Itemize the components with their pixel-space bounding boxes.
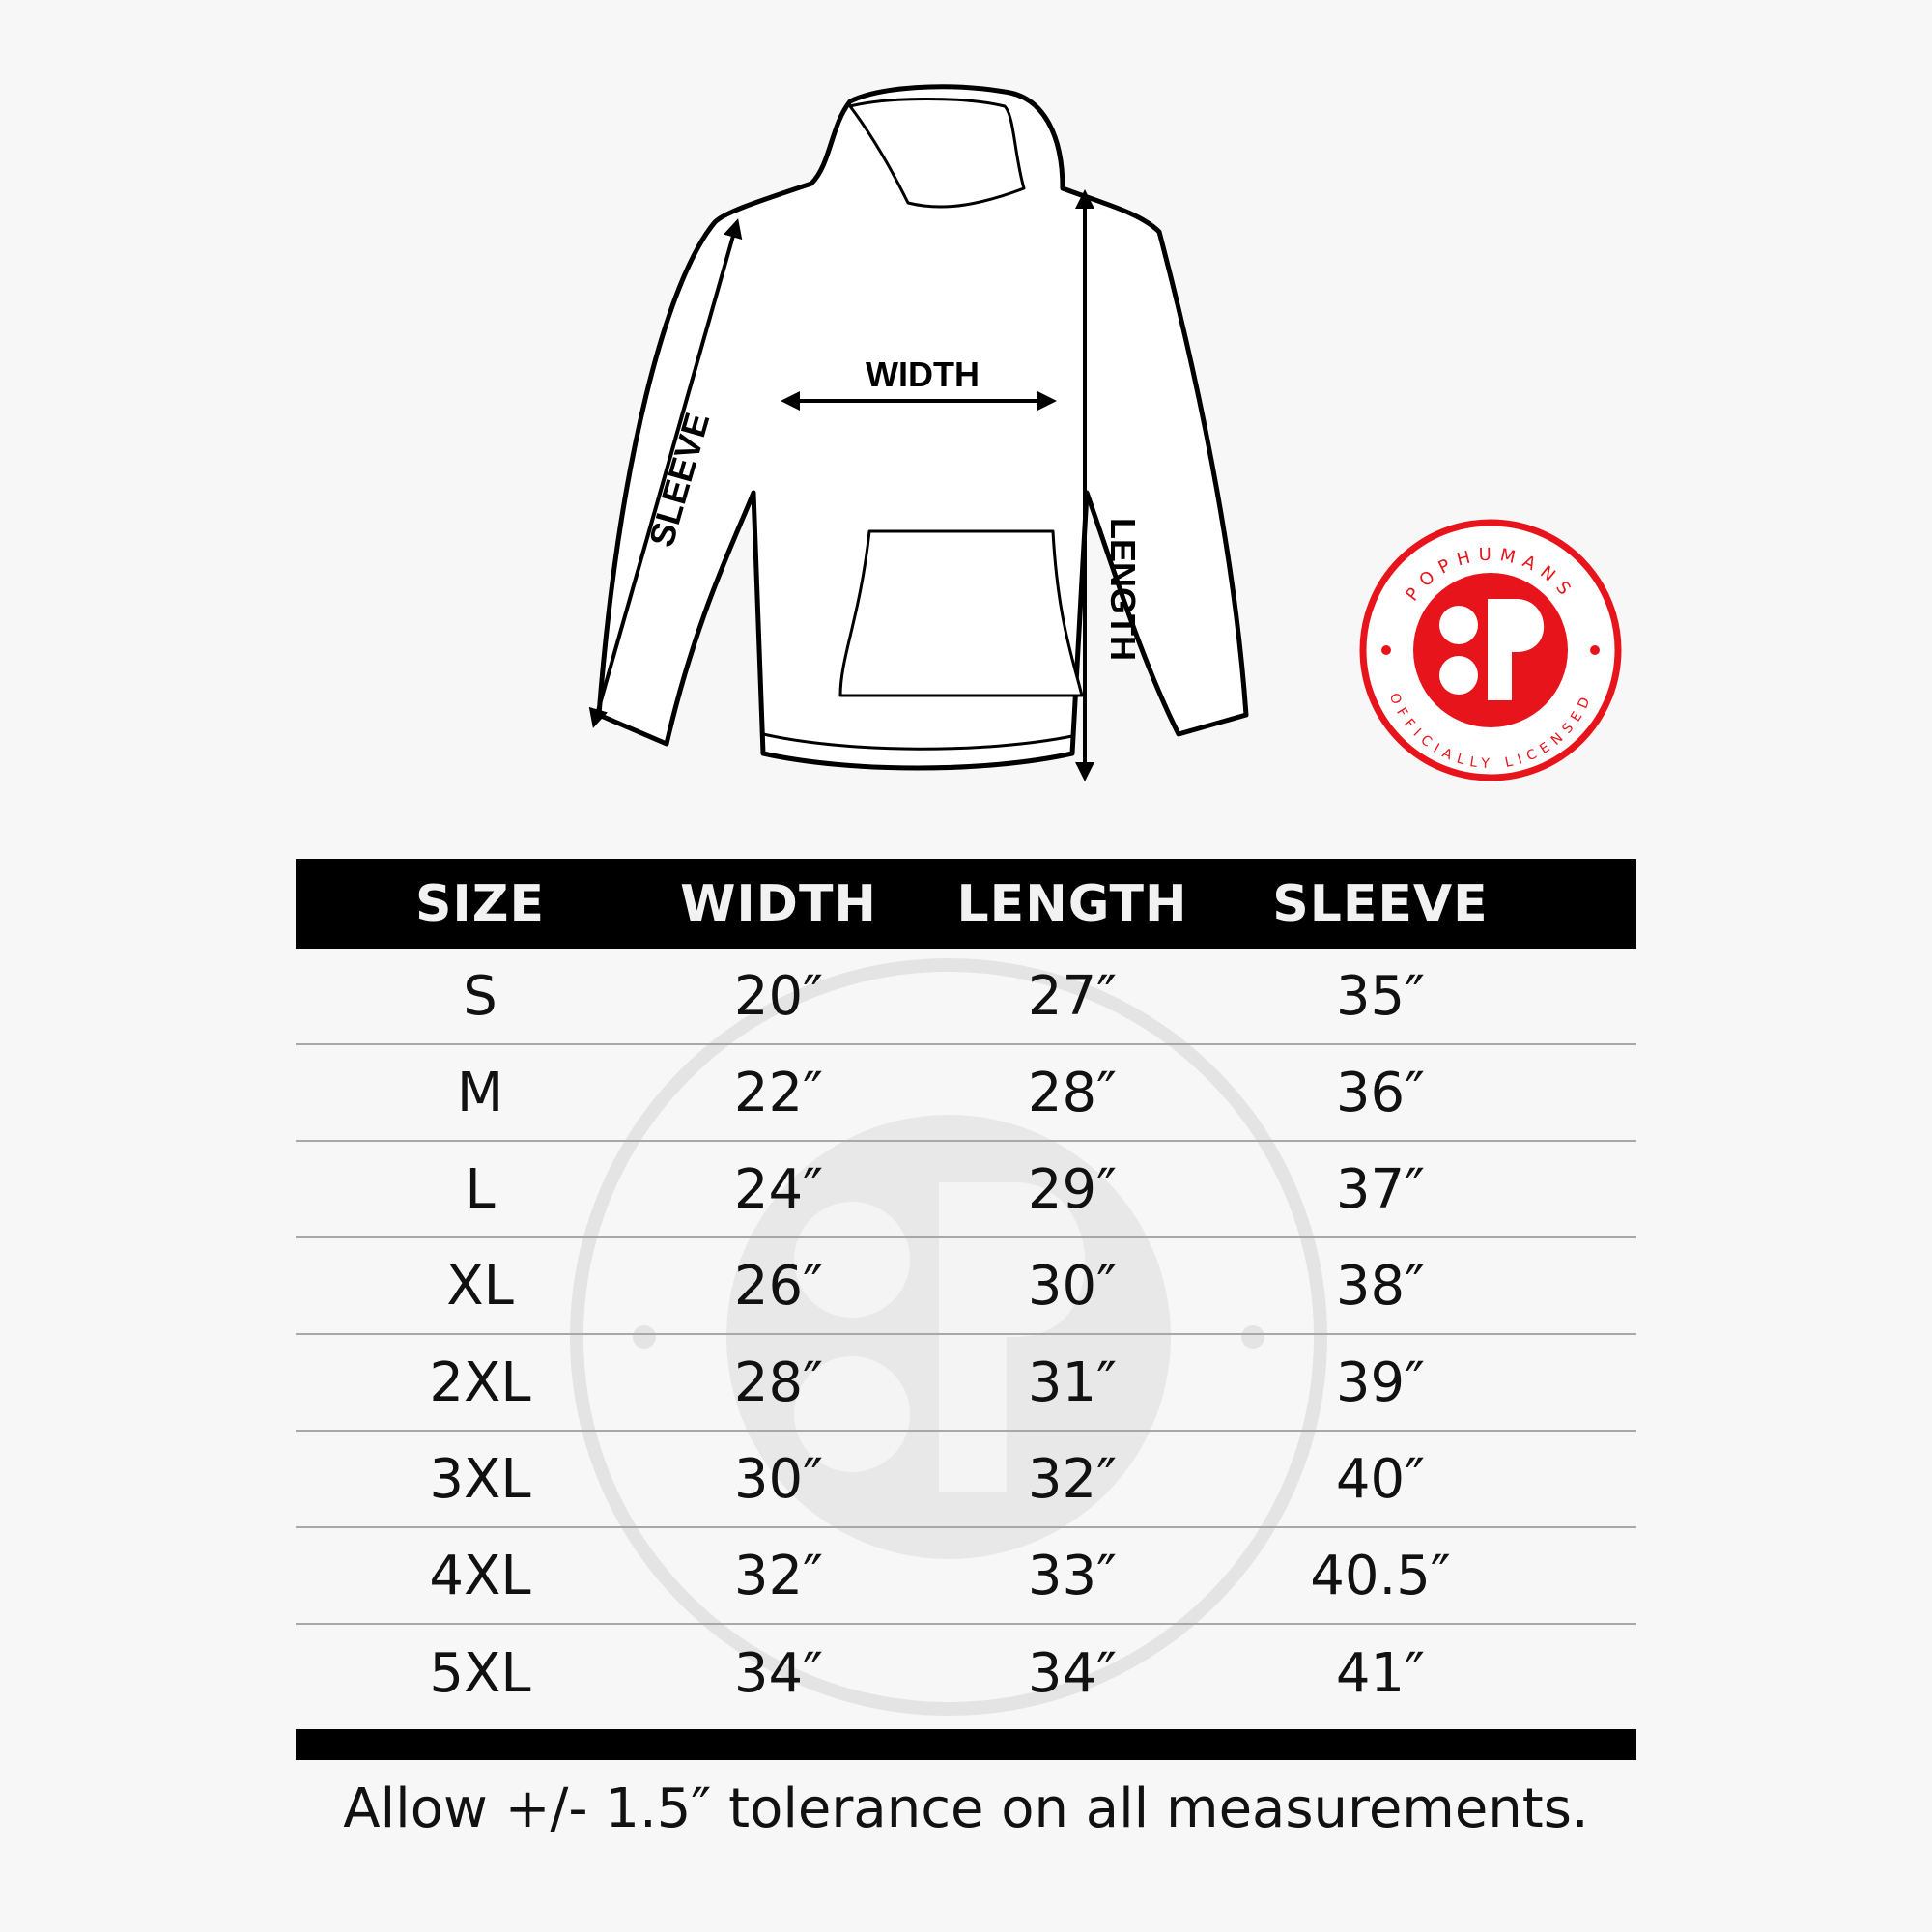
cell-size: 4XL (429, 1544, 531, 1607)
size-chart-table: SIZE WIDTH LENGTH SLEEVE S 20″ 27″ 35″ M 22″ 2… (296, 859, 1636, 1721)
cell-size: 3XL (429, 1447, 531, 1511)
table-bottom-bar (296, 1729, 1636, 1760)
cell-sleeve: 40.5″ (1310, 1544, 1451, 1607)
cell-length: 30″ (1027, 1254, 1118, 1318)
table-row: XL 26″ 30″ 38″ (296, 1238, 1636, 1335)
length-label: LENGTH (1103, 518, 1143, 661)
cell-size: 5XL (429, 1641, 531, 1705)
cell-size: M (456, 1061, 504, 1124)
table-row: L 24″ 29″ 37″ (296, 1142, 1636, 1238)
cell-width: 20″ (733, 964, 824, 1028)
cell-length: 27″ (1027, 964, 1118, 1028)
cell-sleeve: 35″ (1335, 964, 1426, 1028)
watermark-logo (570, 958, 1327, 1716)
table-row: 3XL 30″ 32″ 40″ (296, 1432, 1636, 1528)
cell-width: 32″ (733, 1544, 824, 1607)
cell-size: XL (446, 1254, 514, 1318)
cell-size: S (463, 964, 497, 1028)
hoodie-diagram: WIDTH LENGTH SLEEVE (588, 84, 1249, 781)
cell-sleeve: 39″ (1335, 1350, 1426, 1414)
width-label: WIDTH (866, 355, 980, 394)
tolerance-note: Allow +/- 1.5″ tolerance on all measurem… (343, 1777, 1589, 1840)
cell-size: L (465, 1157, 496, 1221)
header-sleeve: SLEEVE (1272, 874, 1489, 933)
table-row: 5XL 34″ 34″ 41″ (296, 1625, 1636, 1721)
hoodie-pocket (838, 529, 1084, 697)
cell-sleeve: 36″ (1335, 1061, 1426, 1124)
table-row: 4XL 32″ 33″ 40.5″ (296, 1528, 1636, 1625)
cell-width: 34″ (733, 1641, 824, 1705)
cell-width: 28″ (733, 1350, 824, 1414)
cell-width: 24″ (733, 1157, 824, 1221)
cell-sleeve: 40″ (1335, 1447, 1426, 1511)
header-width: WIDTH (680, 874, 877, 933)
cell-length: 32″ (1027, 1447, 1118, 1511)
cell-length: 28″ (1027, 1061, 1118, 1124)
waistband (762, 732, 1073, 751)
table-row: 2XL 28″ 31″ 39″ (296, 1335, 1636, 1432)
header-size: SIZE (414, 874, 546, 933)
cell-length: 34″ (1027, 1641, 1118, 1705)
cell-width: 26″ (733, 1254, 824, 1318)
cell-width: 30″ (733, 1447, 824, 1511)
cell-length: 33″ (1027, 1544, 1118, 1607)
header-length: LENGTH (956, 874, 1188, 933)
cell-size: 2XL (429, 1350, 531, 1414)
hoodie-hood (848, 98, 1026, 209)
cell-width: 22″ (733, 1061, 824, 1124)
cell-sleeve: 41″ (1335, 1641, 1426, 1705)
cell-sleeve: 37″ (1335, 1157, 1426, 1221)
cell-sleeve: 38″ (1335, 1254, 1426, 1318)
pophumans-logo: POPHUMANS OFFICIALLY LICENSED (1359, 519, 1622, 781)
table-row: M 22″ 28″ 36″ (296, 1045, 1636, 1142)
table-header: SIZE WIDTH LENGTH SLEEVE (296, 859, 1636, 949)
cell-length: 29″ (1027, 1157, 1118, 1221)
cell-length: 31″ (1027, 1350, 1118, 1414)
sleeve-arrow (588, 218, 743, 728)
table-row: S 20″ 27″ 35″ (296, 949, 1636, 1045)
